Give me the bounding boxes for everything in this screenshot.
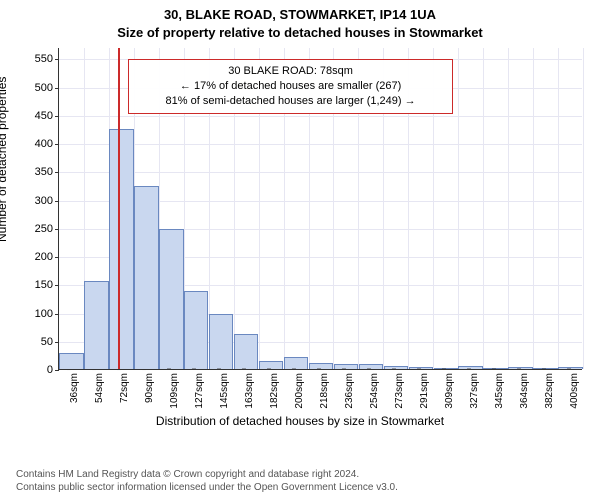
y-tick: 450 [35, 110, 59, 122]
histogram-bar [59, 353, 83, 369]
gridline-v [558, 48, 559, 369]
x-tick: 163sqm [244, 369, 255, 409]
x-tick: 236sqm [344, 369, 355, 409]
x-tick: 254sqm [369, 369, 380, 409]
annotation-line: 81% of semi-detached houses are larger (… [137, 94, 444, 109]
x-tick: 54sqm [94, 369, 105, 403]
footer-line-2: Contains public sector information licen… [16, 481, 398, 494]
histogram-bar [209, 314, 233, 369]
plot-area: 05010015020025030035040045050055036sqm54… [58, 48, 582, 370]
gridline-v [458, 48, 459, 369]
x-tick: 200sqm [294, 369, 305, 409]
gridline-v [508, 48, 509, 369]
y-tick: 150 [35, 279, 59, 291]
histogram-bar [234, 334, 258, 369]
x-tick: 400sqm [569, 369, 580, 409]
footer-line-1: Contains HM Land Registry data © Crown c… [16, 468, 398, 481]
x-tick: 382sqm [544, 369, 555, 409]
x-tick: 327sqm [469, 369, 480, 409]
annotation-line: 30 BLAKE ROAD: 78sqm [137, 64, 444, 79]
y-tick: 0 [47, 364, 59, 376]
gridline-v [583, 48, 584, 369]
x-tick: 90sqm [144, 369, 155, 403]
gridline-h [59, 172, 582, 173]
y-axis-label: Number of detached properties [0, 77, 9, 242]
annotation-box: 30 BLAKE ROAD: 78sqm← 17% of detached ho… [128, 59, 453, 114]
histogram-bar [184, 291, 208, 369]
y-tick: 50 [41, 336, 59, 348]
x-tick: 309sqm [444, 369, 455, 409]
y-tick: 400 [35, 138, 59, 150]
y-tick: 350 [35, 166, 59, 178]
x-tick: 291sqm [419, 369, 430, 409]
gridline-h [59, 144, 582, 145]
annotation-line: ← 17% of detached houses are smaller (26… [137, 79, 444, 94]
x-tick: 182sqm [269, 369, 280, 409]
gridline-v [533, 48, 534, 369]
histogram-bar [259, 361, 283, 369]
x-tick: 36sqm [69, 369, 80, 403]
y-tick: 100 [35, 308, 59, 320]
x-tick: 72sqm [119, 369, 130, 403]
x-tick: 127sqm [194, 369, 205, 409]
y-tick: 250 [35, 223, 59, 235]
title-line-2: Size of property relative to detached ho… [0, 24, 600, 42]
title-line-1: 30, BLAKE ROAD, STOWMARKET, IP14 1UA [0, 6, 600, 24]
gridline-v [483, 48, 484, 369]
x-tick: 109sqm [169, 369, 180, 409]
x-tick: 364sqm [519, 369, 530, 409]
x-tick: 345sqm [494, 369, 505, 409]
histogram-bar [109, 129, 133, 369]
x-tick: 218sqm [319, 369, 330, 409]
gridline-h [59, 116, 582, 117]
x-tick: 145sqm [219, 369, 230, 409]
y-tick: 550 [35, 53, 59, 65]
chart-container: Number of detached properties 0501001502… [0, 42, 600, 442]
histogram-bar [134, 186, 158, 370]
y-tick: 200 [35, 251, 59, 263]
y-tick: 500 [35, 82, 59, 94]
x-axis-label: Distribution of detached houses by size … [0, 414, 600, 428]
attribution-footer: Contains HM Land Registry data © Crown c… [16, 468, 398, 494]
x-tick: 273sqm [394, 369, 405, 409]
y-tick: 300 [35, 195, 59, 207]
histogram-bar [159, 229, 183, 369]
histogram-bar [284, 357, 308, 369]
chart-title: 30, BLAKE ROAD, STOWMARKET, IP14 1UA Siz… [0, 0, 600, 41]
histogram-bar [84, 281, 108, 369]
property-marker-line [118, 48, 120, 369]
